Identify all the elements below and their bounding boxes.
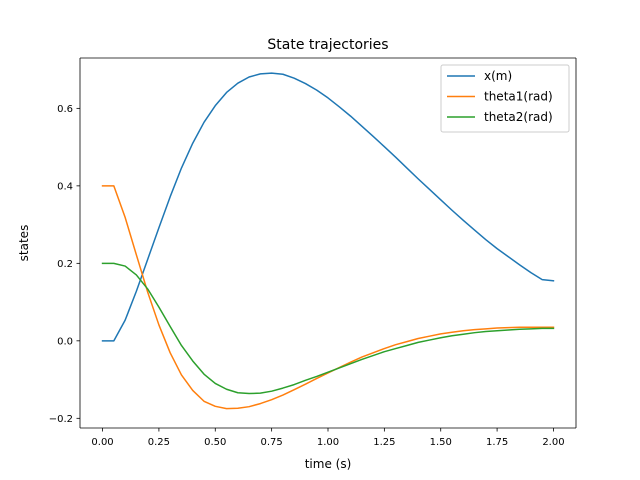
y-tick-label: −0.2 (49, 414, 73, 425)
legend-label-2: theta1(rad) (484, 90, 553, 104)
x-tick-label: 0.25 (148, 437, 170, 448)
x-tick-label: 0.75 (261, 437, 283, 448)
y-tick-label: 0.6 (57, 104, 73, 115)
y-axis-label: states (17, 225, 31, 262)
x-tick-label: 1.00 (317, 437, 339, 448)
series-layer (101, 72, 555, 410)
x-tick-label: 0.00 (91, 437, 113, 448)
legend: x(m) theta1(rad) theta2(rad) (440, 64, 570, 133)
x-tick-label: 1.50 (430, 437, 452, 448)
y-axis-ticks: −0.2 0.0 0.2 0.4 0.6 (49, 104, 80, 425)
y-tick-label: 0.4 (57, 181, 73, 192)
x-axis-label: time (s) (305, 457, 352, 471)
x-tick-label: 2.00 (542, 437, 564, 448)
x-tick-label: 0.50 (204, 437, 226, 448)
x-tick-label: 1.75 (486, 437, 508, 448)
chart-title: State trajectories (267, 37, 388, 53)
x-axis-ticks: 0.00 0.25 0.50 0.75 1.00 1.25 1.50 1.75 2.00 (91, 428, 565, 448)
series-line-1 (101, 72, 555, 342)
legend-label-3: theta2(rad) (484, 110, 553, 124)
y-tick-label: 0.0 (57, 336, 73, 347)
series-line-3 (101, 262, 555, 395)
x-tick-label: 1.25 (373, 437, 395, 448)
y-tick-label: 0.2 (57, 259, 73, 270)
legend-frame (440, 64, 570, 133)
legend-label-1: x(m) (484, 69, 512, 83)
